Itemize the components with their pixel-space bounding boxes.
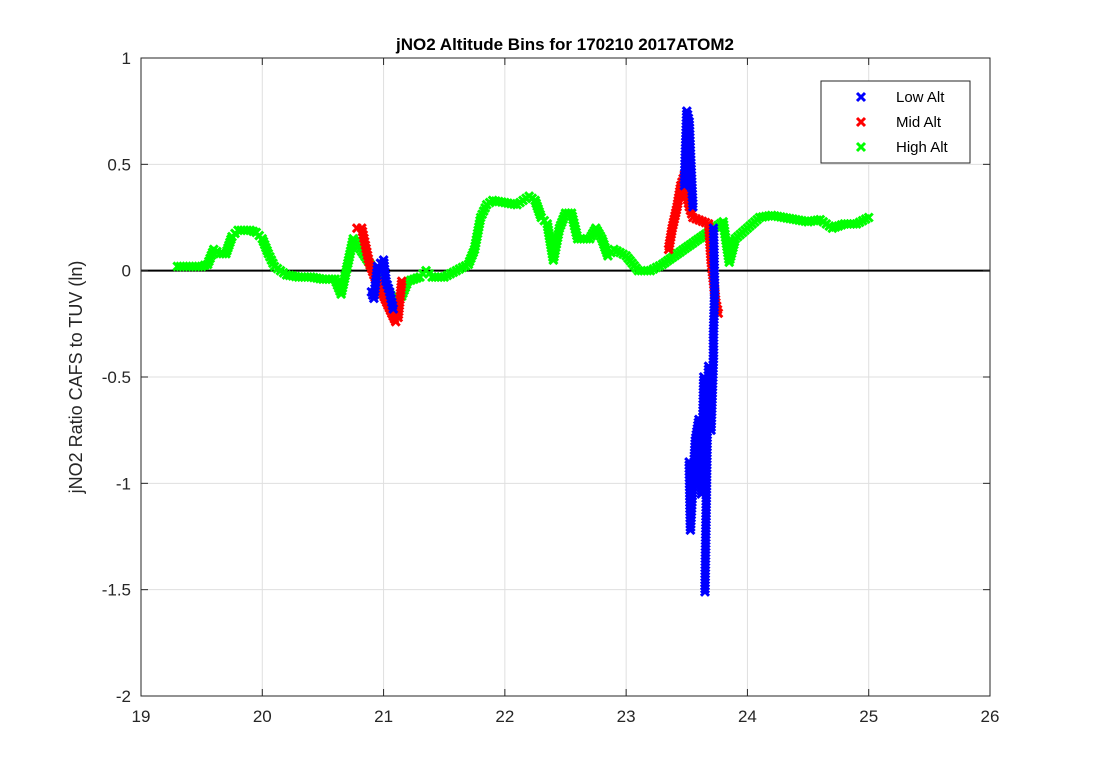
- x-tick-label: 19: [132, 707, 151, 726]
- y-tick-label: 0: [122, 262, 131, 281]
- data-point: [388, 303, 399, 315]
- x-tick-label: 25: [859, 707, 878, 726]
- chart-title: jNO2 Altitude Bins for 170210 2017ATOM2: [395, 35, 734, 54]
- data-point: [396, 276, 407, 287]
- axis-ticks: 19 20 21 22 23 24 25 26 -2 -1.5 -1 -0.5 0 0.5 1: [102, 49, 1000, 726]
- legend-marker: [855, 91, 867, 103]
- data-point: [687, 201, 698, 212]
- x-tick-label: 23: [617, 707, 636, 726]
- legend-marker-high-alt: [855, 141, 867, 153]
- series-low-alt: [366, 106, 720, 597]
- x-tick-label: 22: [495, 707, 514, 726]
- legend-box: [820, 80, 971, 164]
- legend-label: Mid Alt: [896, 114, 942, 131]
- y-tick-label: -1.5: [102, 581, 131, 600]
- legend-label: High Alt: [896, 139, 949, 156]
- y-tick-label: 1: [122, 49, 131, 68]
- legend-marker: [855, 116, 867, 128]
- legend-marker-low-alt: [855, 91, 867, 103]
- x-tick-label: 21: [374, 707, 393, 726]
- y-tick-label: 0.5: [107, 155, 131, 174]
- legend-marker: [855, 141, 867, 153]
- legend-marker-mid-alt: [855, 116, 867, 128]
- y-tick-label: -1: [116, 474, 131, 493]
- y-tick-label: -2: [116, 687, 131, 706]
- data-point: [708, 223, 719, 234]
- legend: Low Alt Mid Alt High Alt: [820, 80, 971, 164]
- legend-label: Low Alt: [896, 89, 945, 106]
- x-tick-label: 24: [738, 707, 757, 726]
- y-tick-label: -0.5: [102, 368, 131, 387]
- data-point: [863, 212, 874, 223]
- x-tick-label: 20: [253, 707, 272, 726]
- data-point-fill: [708, 226, 719, 237]
- y-axis-label: jNO2 Ratio CAFS to TUV (ln): [66, 261, 86, 495]
- x-tick-label: 26: [981, 707, 1000, 726]
- data-points: [172, 106, 874, 597]
